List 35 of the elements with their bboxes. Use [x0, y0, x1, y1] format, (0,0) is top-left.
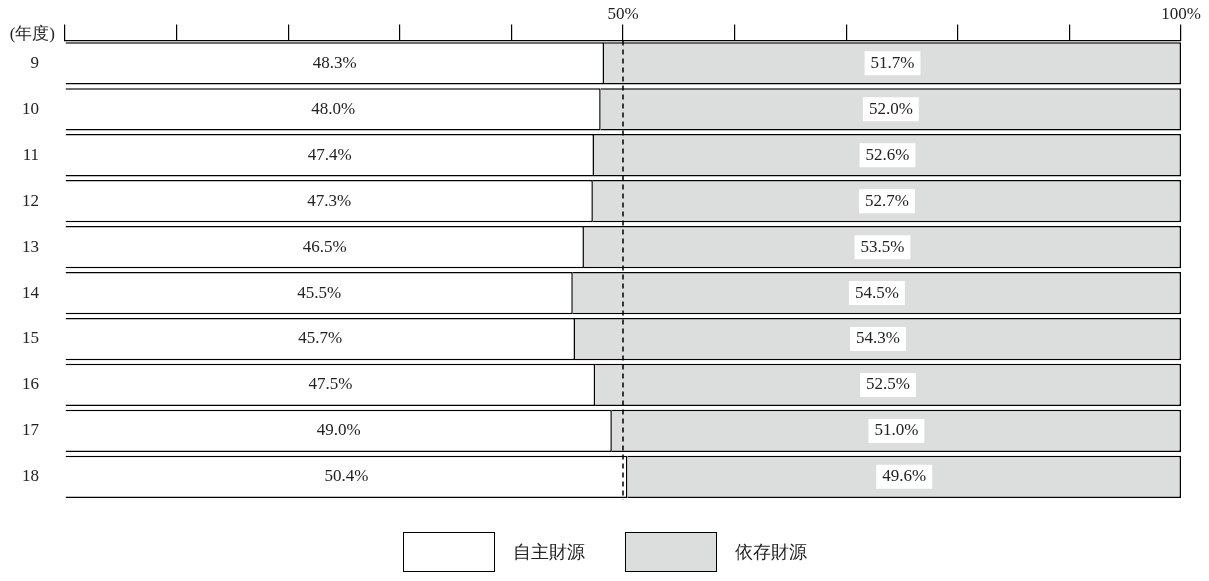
data-label: 45.5%	[297, 282, 342, 302]
data-label: 46.5%	[302, 236, 347, 256]
y-tick-label: 10	[22, 98, 39, 118]
y-tick-label: 16	[22, 374, 39, 394]
y-tick-label: 9	[30, 52, 39, 72]
text: 自主財源	[512, 541, 585, 564]
data-label: 47.4%	[307, 144, 352, 164]
y-tick-label: 13	[22, 236, 39, 256]
x-tick-label: 100%	[1161, 3, 1201, 23]
data-label: 45.7%	[298, 328, 343, 348]
x-tick-label: 50%	[607, 3, 639, 23]
data-label: 49.0%	[316, 420, 361, 440]
y-tick-label: 17	[22, 420, 40, 440]
data-label: 52.6%	[865, 144, 910, 164]
y-tick-label: 12	[22, 190, 39, 210]
data-label: 52.0%	[868, 98, 913, 118]
y-tick-label: 14	[22, 282, 40, 302]
data-label: 48.0%	[311, 98, 356, 118]
data-label: 47.3%	[307, 190, 352, 210]
y-tick-label: 15	[22, 328, 39, 348]
data-label: 52.5%	[866, 374, 911, 394]
data-label: 54.3%	[856, 328, 900, 348]
data-label: 50.4%	[324, 466, 369, 486]
data-label: 47.5%	[308, 374, 353, 394]
data-label: 54.5%	[854, 282, 899, 302]
text: 依存財源	[734, 541, 807, 564]
data-label: 51.0%	[874, 420, 919, 440]
y-axis-title: (年度)	[9, 23, 55, 43]
data-label: 48.3%	[312, 52, 357, 72]
y-tick-label: 11	[22, 144, 39, 164]
data-label: 52.7%	[864, 190, 909, 210]
data-label: 51.7%	[870, 52, 915, 72]
y-tick-label: 18	[22, 466, 39, 486]
data-label: 49.6%	[882, 466, 927, 486]
data-label: 53.5%	[860, 236, 905, 256]
